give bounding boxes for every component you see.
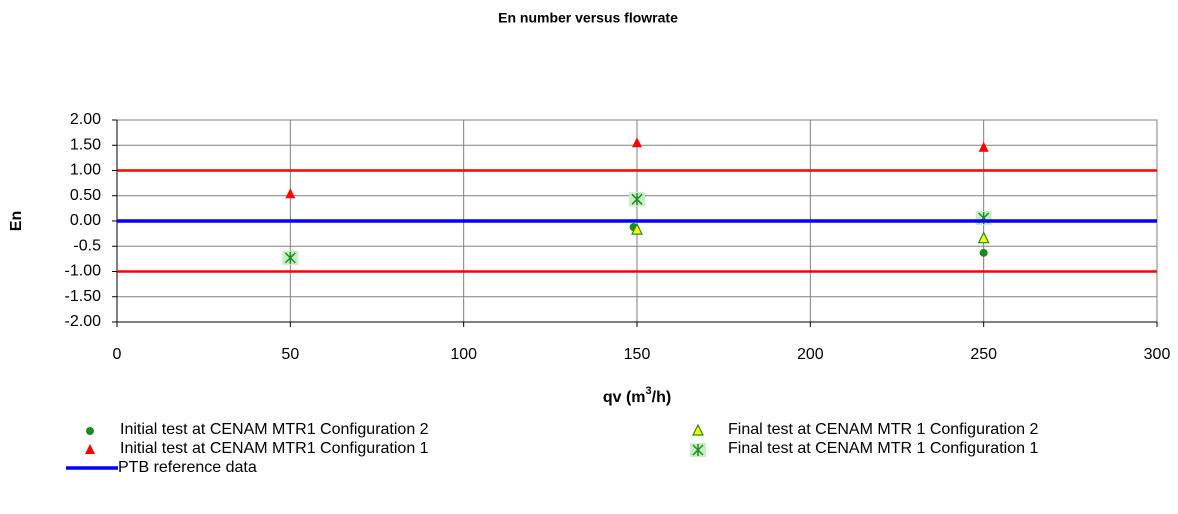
- point: [692, 423, 704, 436]
- point: [285, 188, 296, 199]
- point: [977, 231, 990, 244]
- x-tick-label: 0: [113, 346, 122, 363]
- legend-label: PTB reference data: [118, 459, 257, 476]
- point: [629, 192, 645, 207]
- x-tick-label: 200: [797, 346, 824, 363]
- point: [85, 444, 95, 454]
- x-tick-label: 250: [970, 346, 997, 363]
- y-tick-label: -1.00: [65, 263, 102, 280]
- y-axis-label: En: [8, 211, 25, 231]
- point: [975, 210, 992, 225]
- x-axis-label-part: /h): [652, 389, 672, 406]
- point-star: [692, 444, 704, 456]
- y-tick-label: 0.50: [70, 187, 101, 204]
- x-axis-label-sup: 3: [646, 385, 652, 397]
- point: [282, 250, 299, 265]
- point-star: [631, 193, 643, 206]
- y-tick-label: -2.00: [65, 313, 102, 330]
- y-tick-label: -0.5: [73, 237, 101, 254]
- point: [978, 141, 989, 152]
- x-tick-label: 150: [624, 346, 651, 363]
- y-tick-label: 0.00: [70, 212, 101, 229]
- legend-label: Final test at CENAM MTR 1 Configuration …: [728, 421, 1038, 438]
- point: [632, 137, 642, 148]
- chart-title: En number versus flowrate: [498, 10, 678, 26]
- x-tick-label: 50: [281, 346, 299, 363]
- y-tick-label: -1.50: [65, 288, 102, 305]
- y-tick-label: 1.00: [70, 162, 101, 179]
- y-tick-label: 1.50: [70, 136, 101, 153]
- legend-label: Initial test at CENAM MTR1 Configuration…: [120, 440, 429, 457]
- point: [86, 427, 94, 435]
- x-tick-label: 300: [1144, 346, 1171, 363]
- x-axis-label: qv (m3/h): [603, 385, 671, 406]
- y-tick-label: 2.00: [70, 111, 101, 128]
- point: [631, 222, 643, 235]
- point-star: [284, 251, 296, 264]
- point: [979, 248, 988, 257]
- x-tick-label: 100: [450, 346, 477, 363]
- point: [690, 443, 706, 457]
- x-axis-label-part: qv (m: [603, 389, 646, 406]
- legend-label: Final test at CENAM MTR 1 Configuration …: [728, 440, 1038, 457]
- legend-label: Initial test at CENAM MTR1 Configuration…: [120, 421, 429, 438]
